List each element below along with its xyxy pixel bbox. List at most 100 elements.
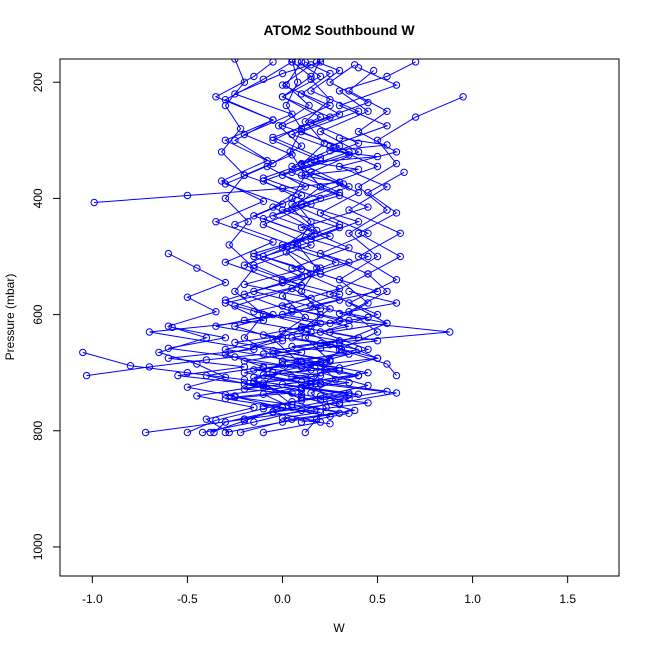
data-point xyxy=(183,191,192,200)
data-point xyxy=(297,90,306,98)
data-point xyxy=(354,107,363,116)
data-point xyxy=(354,148,363,156)
series-18 xyxy=(326,93,467,327)
data-point xyxy=(221,299,230,307)
data-point xyxy=(301,428,309,437)
data-point xyxy=(164,344,173,352)
data-point xyxy=(373,162,382,171)
data-point xyxy=(297,395,306,403)
data-point xyxy=(364,270,372,278)
data-point xyxy=(250,308,258,316)
data-point xyxy=(240,357,249,365)
data-point xyxy=(288,130,296,139)
series-line xyxy=(234,61,397,433)
data-point xyxy=(278,184,287,193)
y-tick-label: 400 xyxy=(31,188,45,208)
series-line xyxy=(168,326,359,401)
data-point xyxy=(278,361,287,369)
data-point xyxy=(345,378,353,387)
data-point xyxy=(288,162,296,171)
series-line xyxy=(94,137,388,203)
data-point xyxy=(250,403,258,412)
data-point xyxy=(364,345,372,354)
data-point xyxy=(316,72,325,81)
data-point xyxy=(316,408,325,416)
data-point xyxy=(335,309,344,318)
data-point xyxy=(269,59,277,66)
data-point xyxy=(307,270,315,278)
data-point xyxy=(354,127,363,136)
data-point xyxy=(259,371,268,379)
data-point xyxy=(297,161,306,169)
data-point xyxy=(259,215,268,223)
data-point xyxy=(145,328,154,336)
data-point xyxy=(269,133,277,142)
data-point xyxy=(183,369,192,377)
data-point xyxy=(221,101,230,110)
data-point xyxy=(335,101,344,110)
data-point xyxy=(392,148,401,156)
data-point xyxy=(269,335,277,343)
data-point xyxy=(364,369,372,377)
data-point xyxy=(250,249,258,258)
data-point xyxy=(288,59,296,63)
data-point xyxy=(217,177,226,185)
data-point xyxy=(354,139,363,147)
data-point xyxy=(278,171,287,179)
data-point xyxy=(354,371,363,380)
data-point xyxy=(326,96,334,104)
series-20 xyxy=(164,323,363,404)
data-point xyxy=(301,59,309,66)
data-point xyxy=(155,348,163,357)
data-point xyxy=(250,418,258,426)
data-point xyxy=(335,284,344,293)
data-point xyxy=(335,276,344,284)
series-line xyxy=(329,96,464,324)
data-point xyxy=(202,415,211,423)
data-point xyxy=(221,428,230,437)
data-point xyxy=(297,323,306,332)
x-tick-label: -1.0 xyxy=(82,592,103,606)
x-axis-label: W xyxy=(333,621,345,635)
data-point xyxy=(250,345,258,354)
data-point xyxy=(231,220,239,229)
data-point xyxy=(459,93,467,101)
series-line xyxy=(262,59,331,405)
data-point xyxy=(288,389,296,397)
data-point xyxy=(231,322,239,330)
data-point xyxy=(326,328,334,336)
data-point xyxy=(354,188,363,197)
data-point xyxy=(345,287,353,296)
data-point xyxy=(307,366,315,374)
data-point xyxy=(354,345,363,354)
data-point xyxy=(316,380,325,388)
series-15 xyxy=(82,287,401,380)
data-point xyxy=(373,252,382,261)
data-point xyxy=(221,418,230,426)
data-point xyxy=(364,399,372,407)
data-point xyxy=(316,396,325,404)
data-point xyxy=(345,299,353,307)
data-point xyxy=(316,310,325,319)
data-point xyxy=(212,308,220,316)
data-point xyxy=(345,350,353,358)
data-point xyxy=(364,98,372,107)
series-line xyxy=(244,64,380,420)
data-point xyxy=(141,428,150,437)
data-point xyxy=(307,75,315,84)
data-point xyxy=(446,328,454,336)
data-point xyxy=(240,415,249,423)
data-point xyxy=(278,69,287,78)
data-point xyxy=(240,385,249,393)
data-point xyxy=(392,371,401,380)
data-point xyxy=(316,319,325,327)
data-point xyxy=(288,400,296,409)
data-point xyxy=(364,313,372,322)
data-point xyxy=(240,130,249,139)
data-point xyxy=(383,122,391,130)
data-point xyxy=(373,152,382,161)
data-point xyxy=(326,78,334,86)
data-layer xyxy=(79,59,467,437)
data-point xyxy=(373,310,382,319)
